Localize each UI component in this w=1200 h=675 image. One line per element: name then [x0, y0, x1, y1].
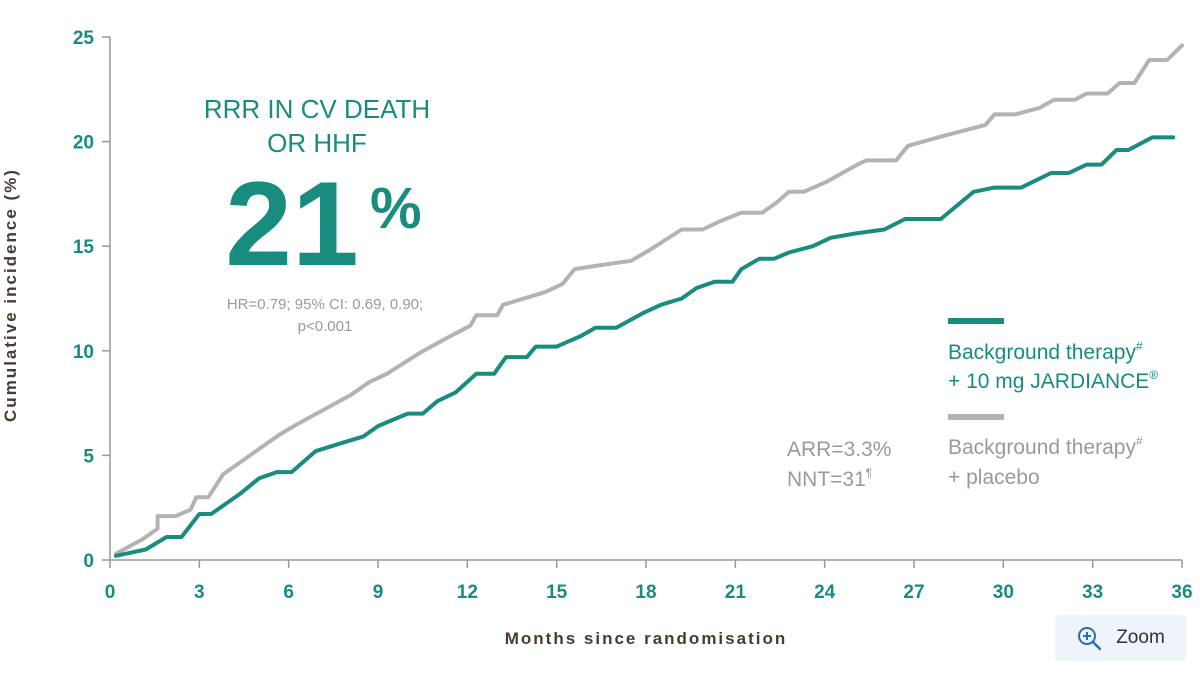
nnt-label: NNT=31¶	[787, 466, 872, 491]
x-ticks: 0 3 6 9 12 15 18 21 24 27 30 33 36	[105, 560, 1193, 603]
x-tick-label: 36	[1171, 582, 1192, 603]
legend-label-placebo-line-2: + placebo	[948, 466, 1040, 489]
legend: Background therapy# + 10 mg JARDIANCE® B…	[948, 318, 1158, 489]
series-line-jardiance	[114, 135, 1176, 558]
x-tick-label: 21	[725, 582, 747, 603]
x-tick-label: 15	[546, 582, 568, 603]
y-tick-label: 5	[83, 446, 94, 467]
y-tick-label: 10	[73, 342, 94, 363]
x-axis-title: Months since randomisation	[505, 629, 787, 648]
stat-line-1: HR=0.79; 95% CI: 0.69, 0.90;	[227, 296, 423, 313]
x-tick-label: 30	[993, 582, 1014, 603]
legend-label-jardiance-line-1: Background therapy#	[948, 339, 1143, 364]
legend-label-jardiance-line-2: + 10 mg JARDIANCE®	[948, 368, 1158, 393]
series-lines	[114, 43, 1184, 558]
series-line-placebo	[114, 43, 1184, 556]
x-tick-label: 9	[373, 582, 384, 603]
y-tick-label: 20	[73, 133, 94, 154]
big-unit: %	[370, 176, 422, 241]
y-tick-label: 15	[73, 237, 95, 258]
x-tick-label: 6	[283, 582, 294, 603]
stat-line-2: p<0.001	[298, 318, 353, 335]
x-tick-label: 0	[105, 582, 116, 603]
x-tick-label: 24	[814, 582, 836, 603]
x-tick-label: 12	[457, 582, 478, 603]
x-tick-label: 33	[1082, 582, 1103, 603]
x-tick-label: 3	[194, 582, 205, 603]
legend-label-placebo-line-1: Background therapy#	[948, 434, 1143, 459]
arr-label: ARR=3.3%	[787, 438, 891, 461]
x-tick-label: 27	[903, 582, 924, 603]
zoom-button[interactable]: Zoom	[1055, 615, 1186, 661]
x-tick-label: 18	[635, 582, 656, 603]
zoom-label: Zoom	[1116, 627, 1165, 648]
big-value: 21	[225, 157, 358, 291]
headline-line-2: OR HHF	[267, 128, 367, 158]
y-ticks: 0 5 10 15 20 25	[73, 28, 110, 572]
y-tick-label: 0	[83, 551, 94, 572]
y-axis-title: Cumulative incidence (%)	[1, 168, 20, 422]
headline-line-1: RRR IN CV DEATH	[204, 94, 430, 124]
zoom-in-icon	[1078, 627, 1102, 651]
y-tick-label: 25	[73, 28, 95, 49]
